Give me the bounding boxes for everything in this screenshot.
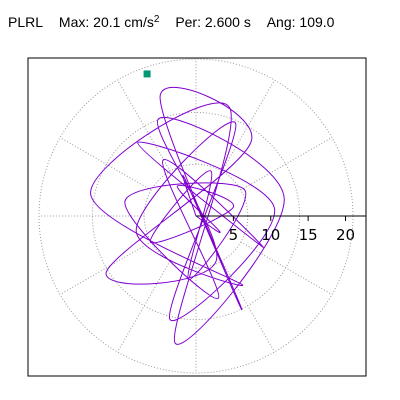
grid-spoke — [221, 79, 275, 172]
plot-frame — [27, 57, 367, 377]
grid-spoke — [117, 79, 171, 172]
axis-tick-label: 10 — [261, 226, 280, 244]
axis-tick-label: 15 — [299, 226, 318, 244]
axis-tick-label: 20 — [336, 226, 355, 244]
particle-motion-trace — [90, 86, 285, 345]
axis-tick-label: 5 — [229, 226, 239, 244]
angle-label: Ang: — [266, 14, 296, 30]
header-readout: PLRL Max: 20.1 cm/s2 Per: 2.600 s Ang: 1… — [8, 14, 334, 30]
grid-spoke — [221, 260, 275, 353]
angle-value: 109.0 — [299, 14, 335, 30]
radial-axis: 5 10 15 20 — [196, 215, 366, 244]
max-exponent: 2 — [153, 14, 160, 25]
period-label: Per: — [175, 14, 201, 30]
grid-spoke — [240, 137, 333, 191]
station-code: PLRL — [8, 14, 44, 30]
period-value: 2.600 s — [204, 14, 251, 30]
max-marker — [143, 70, 151, 78]
grid-spoke — [240, 241, 333, 295]
grid-spoke — [59, 241, 152, 295]
grid-spoke — [59, 137, 152, 191]
max-value: 20.1 cm/s — [93, 14, 154, 30]
max-label: Max: — [58, 14, 90, 30]
grid-spoke — [117, 260, 171, 353]
trace-layer — [90, 70, 285, 345]
